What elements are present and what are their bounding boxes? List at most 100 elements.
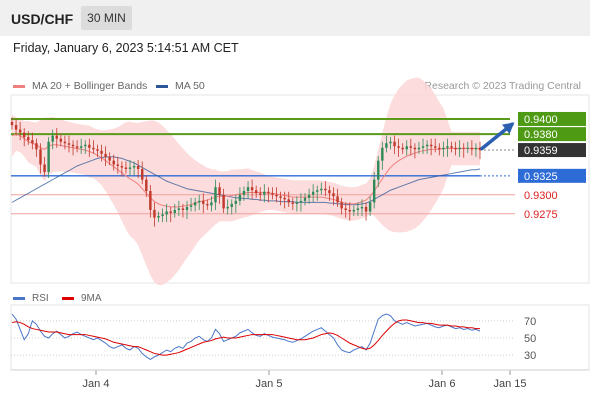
candle-body [136, 165, 140, 170]
trend-arrow-head [502, 122, 515, 134]
candle-body [263, 191, 266, 195]
candle-body [104, 153, 107, 157]
candle-body [226, 206, 229, 209]
ma9-swatch [62, 297, 74, 300]
candle-body [141, 169, 144, 180]
candle-body [100, 150, 103, 154]
candle-body [271, 193, 274, 195]
candle-body [250, 187, 254, 191]
candle-body [189, 205, 193, 207]
candle-body [165, 211, 168, 215]
level-label-bg-0 [518, 111, 586, 126]
candle-body [22, 132, 26, 138]
x-tick-label-0: Jan 4 [83, 378, 110, 390]
candle-body [311, 191, 315, 195]
legend-ma50: MA 50 [156, 80, 205, 92]
candle-body [112, 160, 115, 165]
symbol-title: USD/CHF [11, 11, 74, 27]
candle-body [149, 191, 152, 210]
rsi-swatch [13, 297, 25, 300]
candle-body [185, 206, 189, 210]
candle-body [120, 165, 124, 168]
candle-body [71, 144, 75, 147]
candle-body [425, 144, 429, 147]
candle-body [344, 208, 347, 210]
candle-body [79, 146, 83, 148]
rsi-label: RSI [32, 293, 49, 304]
candle-body [320, 188, 323, 191]
candle-body [145, 179, 148, 191]
candle-body [458, 147, 461, 150]
candle-body [47, 141, 50, 173]
candle-body [153, 209, 156, 218]
candle-body [421, 146, 425, 148]
candle-body [75, 146, 79, 148]
candle-body [157, 216, 160, 218]
candle-body [340, 202, 343, 209]
candle-body [291, 202, 295, 204]
candle-body [303, 197, 307, 201]
candle-body [55, 135, 58, 139]
legend-9ma: 9MA [62, 293, 102, 304]
candle-body [429, 144, 433, 147]
candle-body [242, 191, 246, 195]
candle-body [307, 194, 311, 198]
candle-body [356, 208, 360, 210]
candle-body [385, 143, 388, 148]
candle-body [92, 147, 95, 150]
x-tick-label-3: Jan 15 [493, 378, 526, 390]
ma20-line [11, 133, 480, 208]
candle-body [336, 196, 339, 203]
level-label-4: 0.9300 [524, 190, 558, 202]
candle-body [67, 143, 71, 145]
candle-body [401, 147, 404, 150]
timeframe-button[interactable]: 30 MIN [81, 6, 132, 30]
candle-body [348, 209, 351, 212]
rsi-tick-30: 30 [524, 350, 536, 362]
candle-body [287, 199, 290, 203]
ma20-swatch [13, 84, 25, 88]
level-label-5: 0.9275 [524, 209, 558, 221]
candle-body [59, 138, 63, 142]
rsi-ma9-line [11, 319, 480, 356]
candle-body [450, 146, 453, 148]
candle-body [88, 144, 91, 148]
candle-body [352, 209, 356, 212]
candle-body [295, 202, 299, 204]
candle-body [181, 208, 185, 210]
candle-body [10, 121, 14, 126]
candle-body [246, 187, 250, 191]
candle-body [161, 214, 164, 217]
candle-body [332, 193, 335, 197]
candle-body [462, 147, 465, 149]
legend-ma20: MA 20 + Bollinger Bands [13, 80, 147, 92]
candle-body [39, 149, 42, 165]
candle-body [197, 200, 201, 203]
candle-body [234, 200, 238, 204]
candle-body [116, 164, 120, 166]
candle-body [128, 167, 132, 170]
candle-body [438, 147, 441, 150]
candle-body [238, 194, 242, 201]
candle-body [368, 202, 372, 212]
candle-body [210, 202, 213, 206]
candle-body [474, 147, 478, 150]
level-label-1: 0.9380 [524, 129, 558, 141]
legend-rsi: RSI [13, 293, 49, 304]
candle-body [31, 140, 34, 144]
candle-body [96, 149, 99, 151]
ma9-label: 9MA [81, 293, 102, 304]
rsi-line [11, 313, 481, 361]
candle-body [275, 194, 278, 197]
candle-body [299, 200, 303, 203]
candle-body [18, 129, 22, 133]
candle-body [393, 141, 396, 147]
candle-body [316, 190, 319, 192]
candle-body [454, 147, 457, 150]
level-label-3: 0.9325 [524, 171, 558, 183]
candle-body [169, 211, 172, 213]
top-bar: USD/CHF 30 MIN [0, 0, 590, 36]
bollinger-band [12, 77, 480, 286]
candle-body [417, 147, 421, 150]
